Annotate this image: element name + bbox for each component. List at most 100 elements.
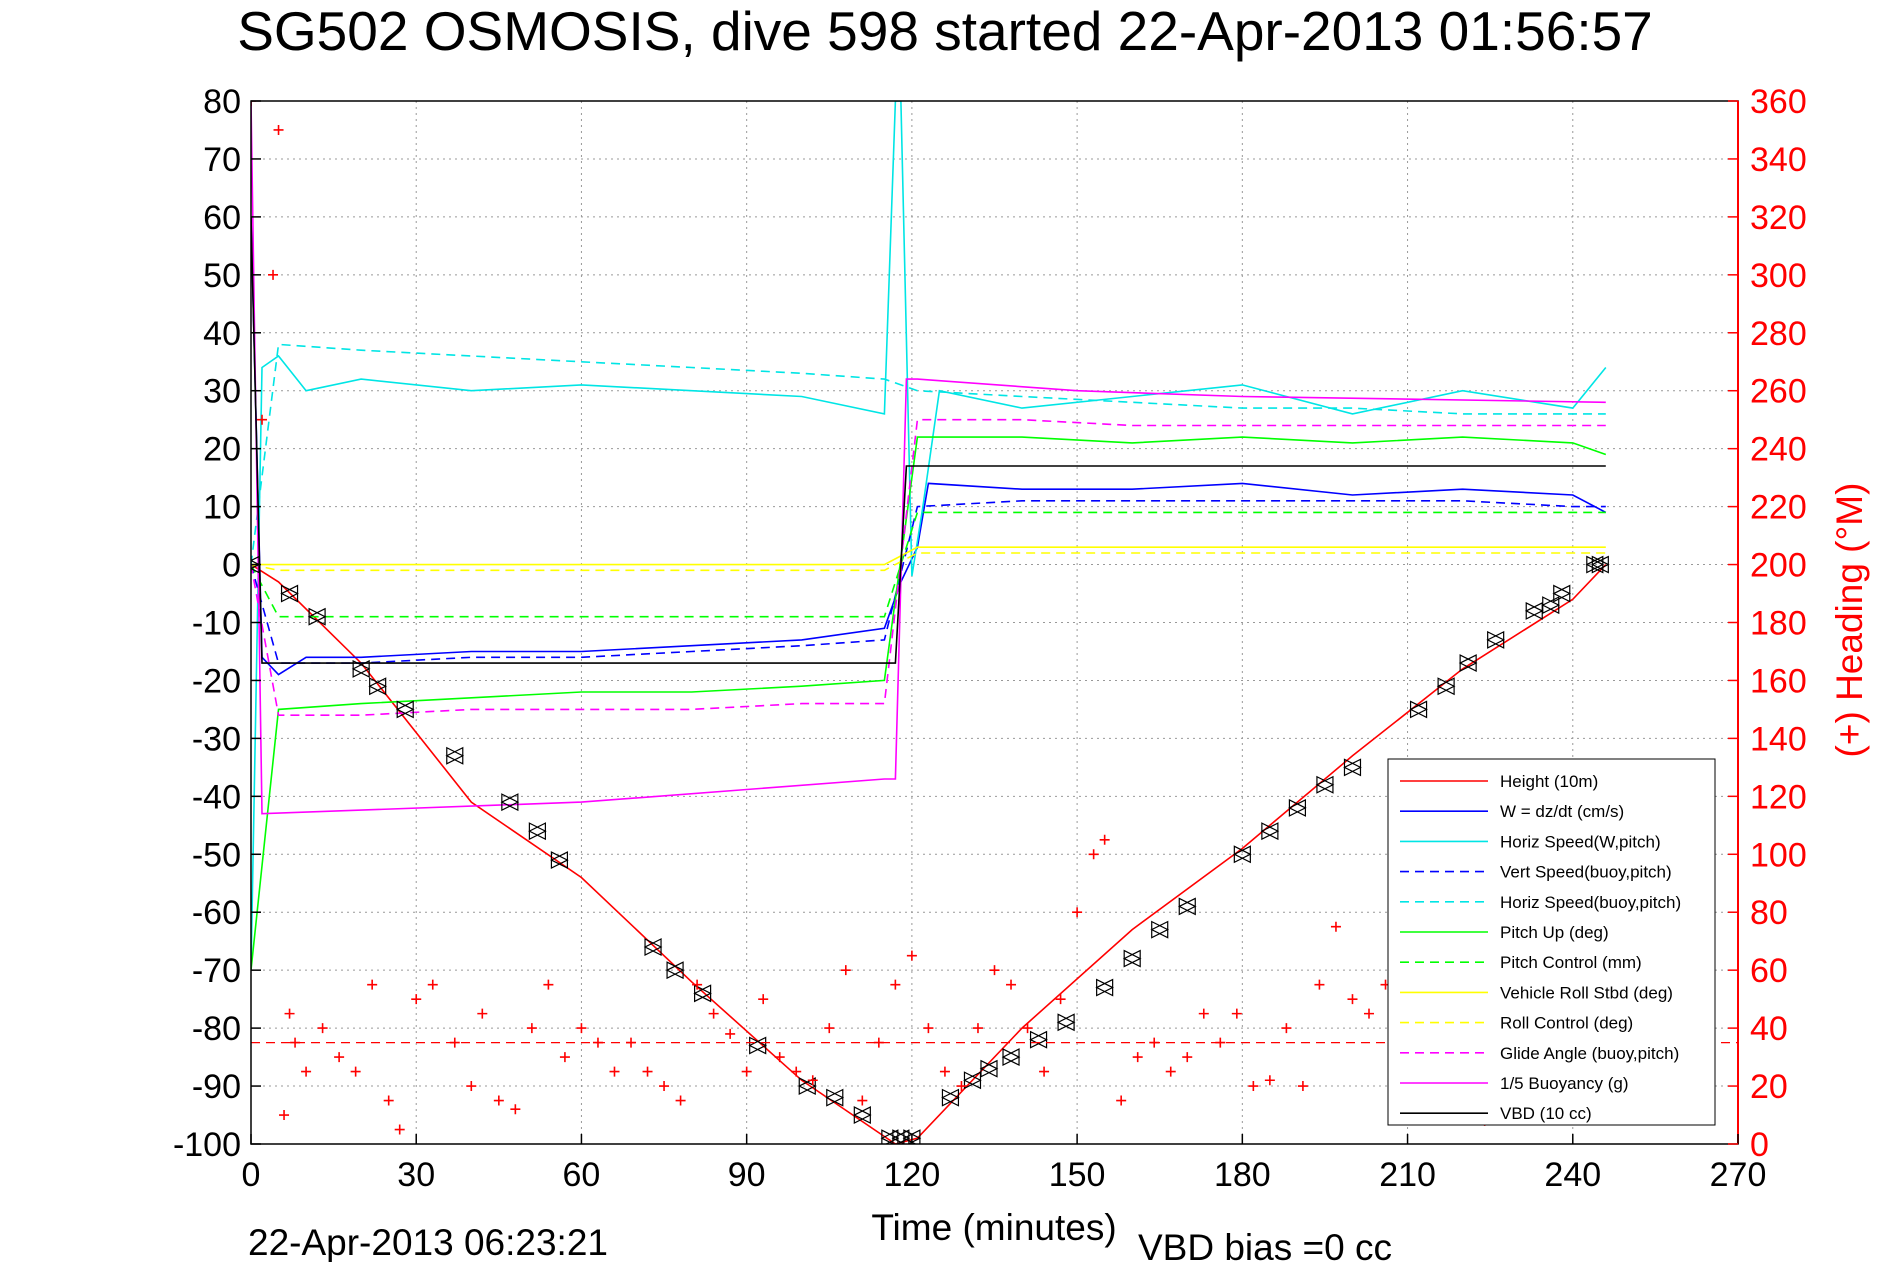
y-right-tick-label: 80 (1750, 894, 1788, 932)
height-marker (528, 822, 547, 841)
heading-point (1248, 1081, 1259, 1092)
series-line (251, 552, 1606, 572)
heading-point (791, 1066, 802, 1077)
height-marker (693, 984, 712, 1003)
y-right-tick-label: 160 (1750, 662, 1807, 700)
height-marker (1232, 845, 1252, 864)
height-marker (643, 938, 663, 956)
series-line (251, 343, 1606, 565)
height-marker (852, 1106, 872, 1125)
heading-point (956, 1081, 967, 1092)
legend-entry: Vert Speed(buoy,pitch) (1500, 863, 1672, 882)
height-marker (941, 1088, 960, 1107)
y-tick-label: 30 (203, 373, 241, 411)
heading-point (923, 1023, 934, 1034)
legend-entry: Vehicle Roll Stbd (deg) (1500, 983, 1673, 1002)
height-marker (280, 584, 299, 603)
height-marker (1056, 1013, 1076, 1032)
heading-point (626, 1037, 637, 1048)
x-tick-label: 210 (1379, 1156, 1436, 1194)
height-marker (368, 677, 388, 696)
y-axis-right: 3603403203002802602402202001801601401201… (1728, 83, 1807, 1164)
y-tick-label: -50 (192, 836, 241, 874)
height-marker (351, 659, 371, 678)
vbd-bias: VBD bias =0 cc (1138, 1227, 1392, 1262)
height-marker (891, 1129, 911, 1144)
height-marker (307, 607, 327, 626)
legend-entry: 1/5 Buoyancy (g) (1500, 1074, 1629, 1093)
heading-point (1165, 1066, 1176, 1077)
timestamp: 22-Apr-2013 06:23:21 (248, 1222, 608, 1262)
x-axis-label: Time (minutes) (871, 1207, 1116, 1248)
heading-point (394, 1124, 405, 1135)
height-marker (797, 1077, 817, 1096)
heading-point (334, 1052, 345, 1063)
y-tick-label: 70 (203, 141, 241, 179)
heading-point (725, 1028, 736, 1039)
heading-point (906, 950, 917, 961)
heading-point (873, 1037, 884, 1048)
heading-point (1215, 1037, 1226, 1048)
y-right-tick-label: 300 (1750, 257, 1807, 295)
y-right-tick-label: 200 (1750, 547, 1807, 585)
height-marker (748, 1036, 768, 1055)
heading-point (857, 1095, 868, 1106)
y-tick-label: -20 (192, 662, 241, 700)
height-marker (1552, 584, 1572, 603)
legend-entry: Pitch Up (deg) (1500, 923, 1609, 942)
heading-point (576, 1023, 587, 1034)
heading-point (989, 965, 1000, 976)
legend-entry: Height (10m) (1500, 772, 1598, 791)
y-tick-label: -40 (192, 778, 241, 816)
height-marker (500, 793, 520, 812)
heading-point (939, 1066, 950, 1077)
y-tick-label: 80 (203, 83, 241, 121)
heading-point (449, 1037, 460, 1048)
y-right-tick-label: 60 (1750, 952, 1788, 990)
legend-entry: VBD (10 cc) (1500, 1104, 1592, 1123)
y-tick-label: 10 (203, 489, 241, 527)
height-marker (1486, 630, 1506, 649)
x-tick-label: 150 (1049, 1156, 1106, 1194)
y-right-tick-label: 0 (1750, 1126, 1769, 1164)
height-marker (1409, 700, 1428, 719)
series-line (251, 546, 1606, 566)
height-marker (665, 961, 685, 980)
heading-point (367, 979, 378, 990)
heading-point (774, 1052, 785, 1063)
heading-point (741, 1066, 752, 1077)
y-tick-label: -80 (192, 1010, 241, 1048)
heading-point (1364, 1008, 1374, 1019)
height-marker (825, 1088, 845, 1107)
heading-point (1088, 849, 1099, 860)
heading-point (1347, 994, 1358, 1005)
height-marker (979, 1059, 999, 1078)
heading-point (510, 1104, 521, 1115)
y-right-tick-label: 320 (1750, 199, 1807, 237)
height-marker (1001, 1048, 1021, 1067)
heading-point (1281, 1023, 1292, 1034)
y-right-tick-label: 180 (1750, 605, 1807, 643)
y-tick-label: 50 (203, 257, 241, 295)
heading-point (1297, 1081, 1308, 1092)
x-tick-label: 120 (884, 1156, 941, 1194)
y-tick-label: -60 (192, 894, 241, 932)
x-tick-label: 240 (1544, 1156, 1601, 1194)
height-marker (1585, 555, 1605, 574)
heading-point (427, 979, 438, 990)
series-line (251, 101, 1607, 971)
height-marker (963, 1071, 982, 1090)
heading-point (708, 1008, 719, 1019)
plot-area (251, 101, 1738, 1144)
y-tick-label: 40 (203, 315, 241, 353)
heading-point (642, 1066, 653, 1077)
heading-point (493, 1095, 504, 1106)
heading-point (609, 1066, 620, 1077)
legend-entry: Horiz Speed(W,pitch) (1500, 832, 1661, 851)
legend-entry: W = dz/dt (cm/s) (1500, 802, 1624, 821)
heading-point (807, 1075, 818, 1086)
heading-point (411, 994, 422, 1005)
legend-box (1387, 758, 1716, 1126)
heading-point (383, 1095, 394, 1106)
height-marker (1458, 654, 1478, 673)
